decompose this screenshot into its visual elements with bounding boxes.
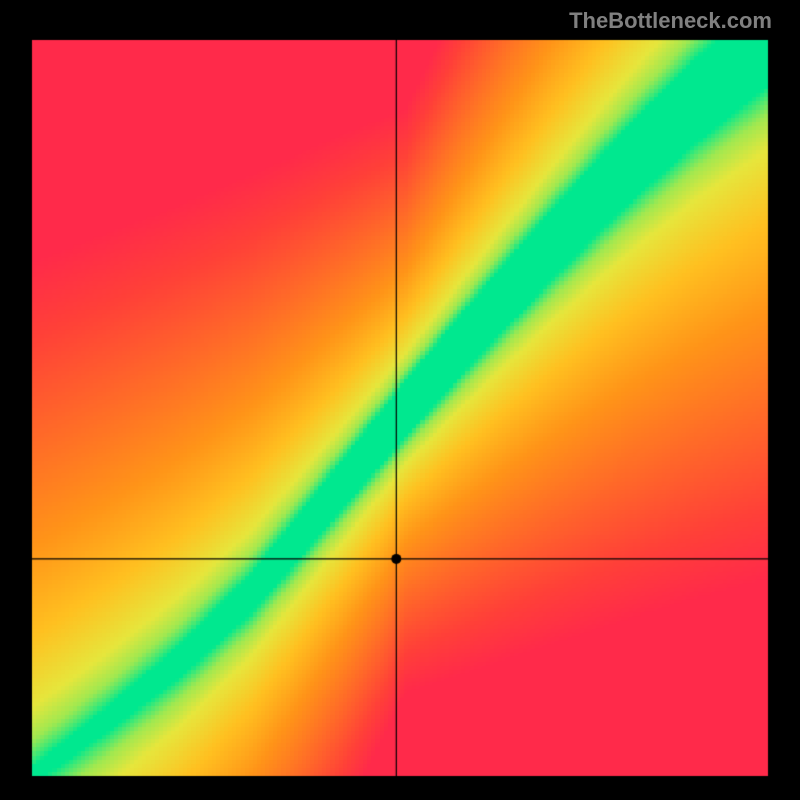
chart-container: TheBottleneck.com bbox=[0, 0, 800, 800]
watermark-text: TheBottleneck.com bbox=[569, 8, 772, 34]
heatmap-canvas bbox=[0, 0, 800, 800]
